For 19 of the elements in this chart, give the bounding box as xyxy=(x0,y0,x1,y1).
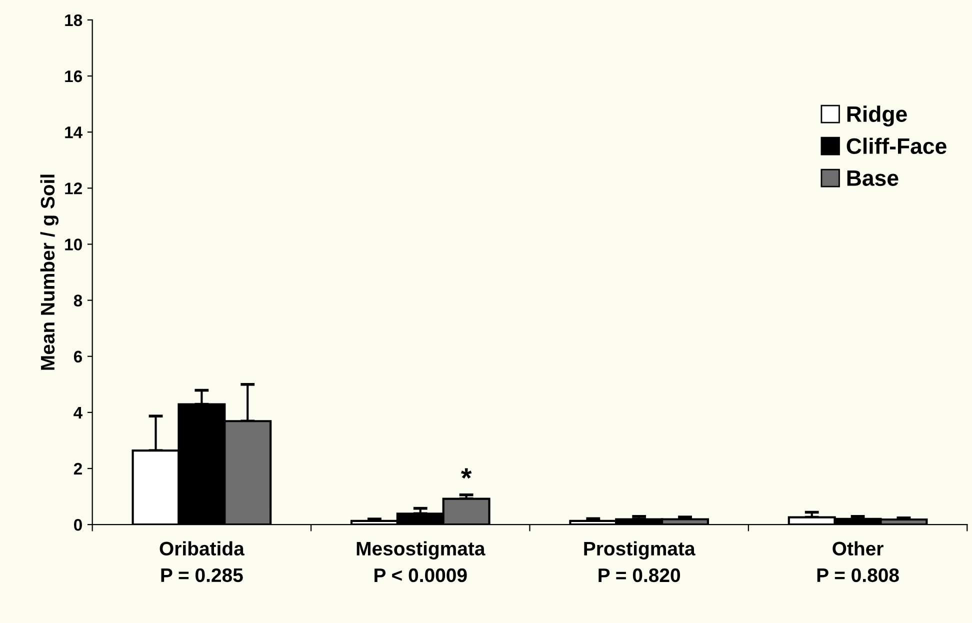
y-tick-label: 8 xyxy=(74,294,82,306)
y-tick-label: 12 xyxy=(65,182,82,194)
legend-label: Base xyxy=(847,170,898,186)
y-axis-title: Mean Number / g Soil xyxy=(40,174,59,370)
y-tick-label: 6 xyxy=(74,350,82,363)
y-tick-label: 16 xyxy=(65,70,82,82)
y-tick-label: 2 xyxy=(74,462,82,475)
y-tick-label: 10 xyxy=(65,238,82,250)
legend-label: Ridge xyxy=(847,106,907,126)
y-tick-label: 0 xyxy=(74,518,82,531)
x-tick-label: Prostigmata P = 0.820 xyxy=(584,541,696,582)
y-tick-label: 4 xyxy=(74,407,83,418)
legend-label: Cliff-Face xyxy=(846,138,946,154)
x-tick-label: Oribatida P = 0.285 xyxy=(160,541,244,582)
x-tick-label: Other P = 0.808 xyxy=(817,541,899,582)
y-tick-label: 18 xyxy=(65,14,82,26)
y-tick-label: 14 xyxy=(65,126,83,138)
annotation: * xyxy=(460,468,472,479)
x-tick-label: Mesostigmata P < 0.0009 xyxy=(356,541,486,582)
